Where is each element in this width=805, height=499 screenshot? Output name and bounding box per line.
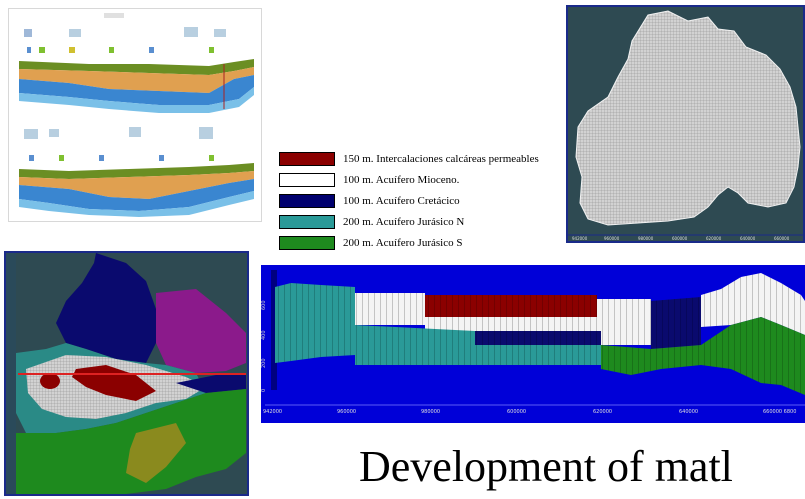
model-layer-section-image: 600 400 200 0 942000 960000 980000 60000… [261, 265, 805, 423]
jurassic-n-layer-center [355, 325, 601, 365]
legend-item: 200 m. Acuífero Jurásico S [279, 236, 569, 252]
y-tick-label: 200 [261, 358, 267, 368]
cretaceous-zone [56, 253, 156, 363]
upper-cross-section [19, 13, 254, 113]
axis-tick-label: 600000 [507, 409, 526, 415]
aquifer-legend: 150 m. Intercalaciones calcáreas permeab… [279, 152, 569, 257]
axis-tick-label: 942000 [263, 409, 282, 415]
lower-cross-section [19, 127, 254, 217]
legend-swatch [279, 215, 335, 229]
jurassic-s-layer [601, 317, 805, 395]
y-tick-label: 400 [261, 330, 267, 340]
miocene-layer-east [701, 273, 805, 335]
zone-map-drawing [6, 253, 246, 494]
axis-tick-label: 980000 [638, 236, 654, 241]
model-grid-plan-image: 942000 960000 980000 600000 620000 64000… [566, 5, 805, 243]
cross-sections-drawing [19, 13, 254, 217]
legend-item: 150 m. Intercalaciones calcáreas permeab… [279, 152, 569, 168]
miocene-layer [355, 293, 425, 325]
cretaceous-wedge [176, 373, 246, 393]
legend-label: 200 m. Acuífero Jurásico S [343, 237, 463, 249]
aquifer-zone-map-image [4, 251, 249, 496]
legend-label: 200 m. Acuífero Jurásico N [343, 216, 465, 228]
y-tick-label: 600 [261, 300, 267, 310]
axis-tick-label: 960000 [604, 236, 620, 241]
axis-tick-label: 980000 [421, 409, 440, 415]
legend-label: 150 m. Intercalaciones calcáreas permeab… [343, 153, 539, 165]
y-tick-label: 0 [261, 389, 267, 392]
legend-swatch [279, 236, 335, 250]
axis-tick-label: 942000 [572, 236, 588, 241]
cretaceous-layer-lower [475, 331, 601, 345]
legend-label: 100 m. Acuífero Mioceno. [343, 174, 460, 186]
jurassic-s-zone [16, 389, 246, 494]
plan-axis-ticks: 942000 960000 980000 600000 620000 64000… [572, 236, 790, 241]
legend-label: 100 m. Acuífero Cretácico [343, 195, 460, 207]
cretaceous-layer [651, 297, 701, 349]
jurassic-n-layer [275, 283, 355, 363]
olive-zone [126, 423, 186, 483]
axis-tick-label: 600000 [672, 236, 688, 241]
calcareous-layer [425, 295, 597, 317]
legend-swatch [279, 152, 335, 166]
axis-tick-label: 660000 6800 [763, 409, 796, 415]
legend-item: 100 m. Acuífero Cretácico [279, 194, 569, 210]
plan-grid-drawing: 942000 960000 980000 600000 620000 64000… [568, 10, 803, 241]
model-domain [575, 10, 801, 226]
axis-tick-label: 960000 [337, 409, 356, 415]
legend-item: 100 m. Acuífero Mioceno. [279, 173, 569, 189]
model-section-drawing: 600 400 200 0 942000 960000 980000 60000… [261, 270, 805, 415]
section-axis-ticks: 942000 960000 980000 600000 620000 64000… [263, 409, 796, 415]
miocene-layer-right [597, 299, 651, 345]
legend-item: 200 m. Acuífero Jurásico N [279, 215, 569, 231]
slide-caption: Development of matl [359, 442, 733, 491]
axis-tick-label: 620000 [706, 236, 722, 241]
geological-cross-sections-image [8, 8, 262, 222]
legend-swatch [279, 173, 335, 187]
axis-tick-label: 620000 [593, 409, 612, 415]
legend-swatch [279, 194, 335, 208]
axis-tick-label: 640000 [679, 409, 698, 415]
axis-tick-label: 640000 [740, 236, 756, 241]
section-y-ticks: 600 400 200 0 [261, 300, 267, 392]
calcareous-spot [40, 373, 60, 389]
miocene-layer-lower [425, 317, 597, 331]
axis-tick-label: 660000 [774, 236, 790, 241]
purple-zone [156, 289, 246, 373]
